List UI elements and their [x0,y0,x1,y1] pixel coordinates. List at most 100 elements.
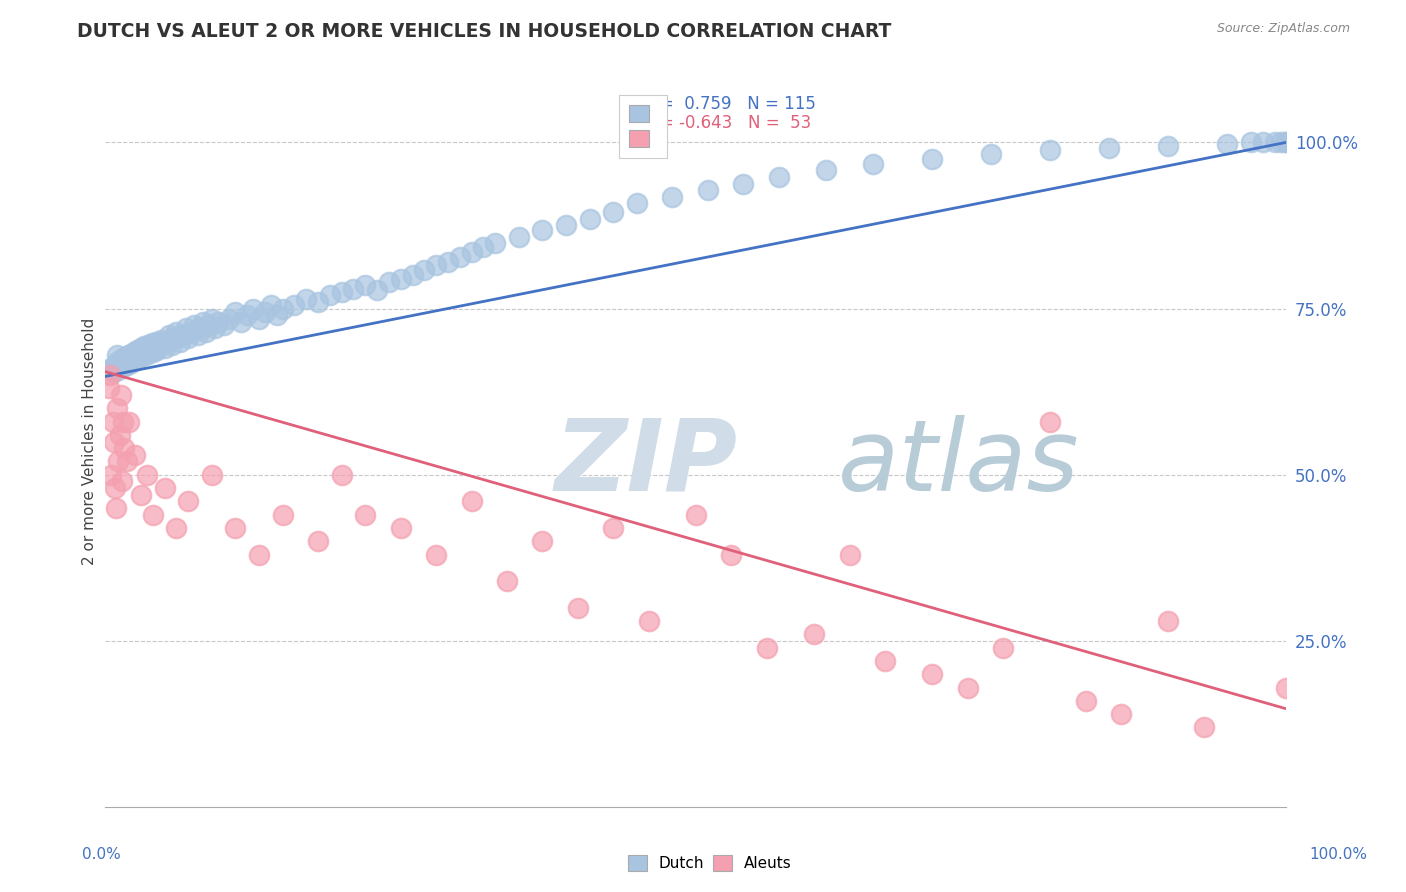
Point [1275,136,1298,150]
Point [121,350,143,364]
Point [135,348,157,362]
Point [242,301,264,316]
Point [1098,141,1121,155]
Point [207,315,229,329]
Point [98,381,121,395]
Point [437,255,460,269]
Point [803,627,825,641]
Point [224,521,246,535]
Point [247,311,270,326]
Point [425,548,447,562]
Point [354,508,377,522]
Point [685,508,707,522]
Point [112,441,135,455]
Point [105,348,128,362]
Point [991,640,1014,655]
Point [271,301,294,316]
Text: Source: ZipAtlas.com: Source: ZipAtlas.com [1216,22,1350,36]
Point [124,448,146,462]
Point [201,467,224,482]
Point [1275,136,1298,150]
Point [1275,681,1298,695]
Point [115,358,138,372]
Point [449,250,471,264]
Point [389,521,412,535]
Point [378,275,401,289]
Point [135,343,157,357]
Point [177,331,200,345]
Point [555,219,578,233]
Point [157,328,180,343]
Point [149,333,172,347]
Y-axis label: 2 or more Vehicles in Household: 2 or more Vehicles in Household [82,318,97,566]
Point [720,548,742,562]
Point [578,211,600,226]
Point [128,346,150,360]
Point [266,308,288,322]
Point [921,152,943,166]
Point [142,344,165,359]
Point [132,344,155,359]
Point [110,358,132,372]
Point [460,494,482,508]
Point [531,223,554,237]
Point [108,428,131,442]
Point [146,343,169,357]
Point [1039,415,1062,429]
Point [330,285,353,299]
Point [980,147,1002,161]
Point [105,355,128,369]
Point [602,521,624,535]
Point [218,311,240,326]
Point [1264,136,1286,150]
Point [103,434,125,449]
Point [112,360,135,375]
Point [755,640,778,655]
Point [112,415,135,429]
Point [247,548,270,562]
Point [231,315,253,329]
Point [193,315,215,329]
Point [100,467,122,482]
Point [838,548,860,562]
Point [145,334,167,349]
Point [260,298,283,312]
Text: 100.0%: 100.0% [1309,847,1368,862]
Point [136,338,159,352]
Point [101,415,124,429]
Point [108,353,131,368]
Point [508,229,530,244]
Point [354,278,377,293]
Point [253,305,276,319]
Point [472,240,495,254]
Point [1074,694,1097,708]
Point [271,508,294,522]
Point [165,521,187,535]
Point [319,288,342,302]
Point [696,183,718,197]
Point [114,350,136,364]
Point [141,336,163,351]
Point [127,343,149,357]
Point [177,494,200,508]
Point [138,346,160,360]
Point [165,325,187,339]
Point [873,654,896,668]
Point [153,481,176,495]
Point [188,321,211,335]
Point [204,321,226,335]
Point [283,298,305,312]
Point [484,236,506,251]
Point [342,282,364,296]
Point [1251,136,1274,150]
Point [111,356,134,370]
Point [602,205,624,219]
Point [105,401,128,416]
Point [307,294,329,309]
Point [1039,143,1062,157]
Point [120,356,142,370]
Point [143,339,166,353]
Point [125,348,148,362]
Legend: , : , [619,95,666,158]
Point [129,488,152,502]
